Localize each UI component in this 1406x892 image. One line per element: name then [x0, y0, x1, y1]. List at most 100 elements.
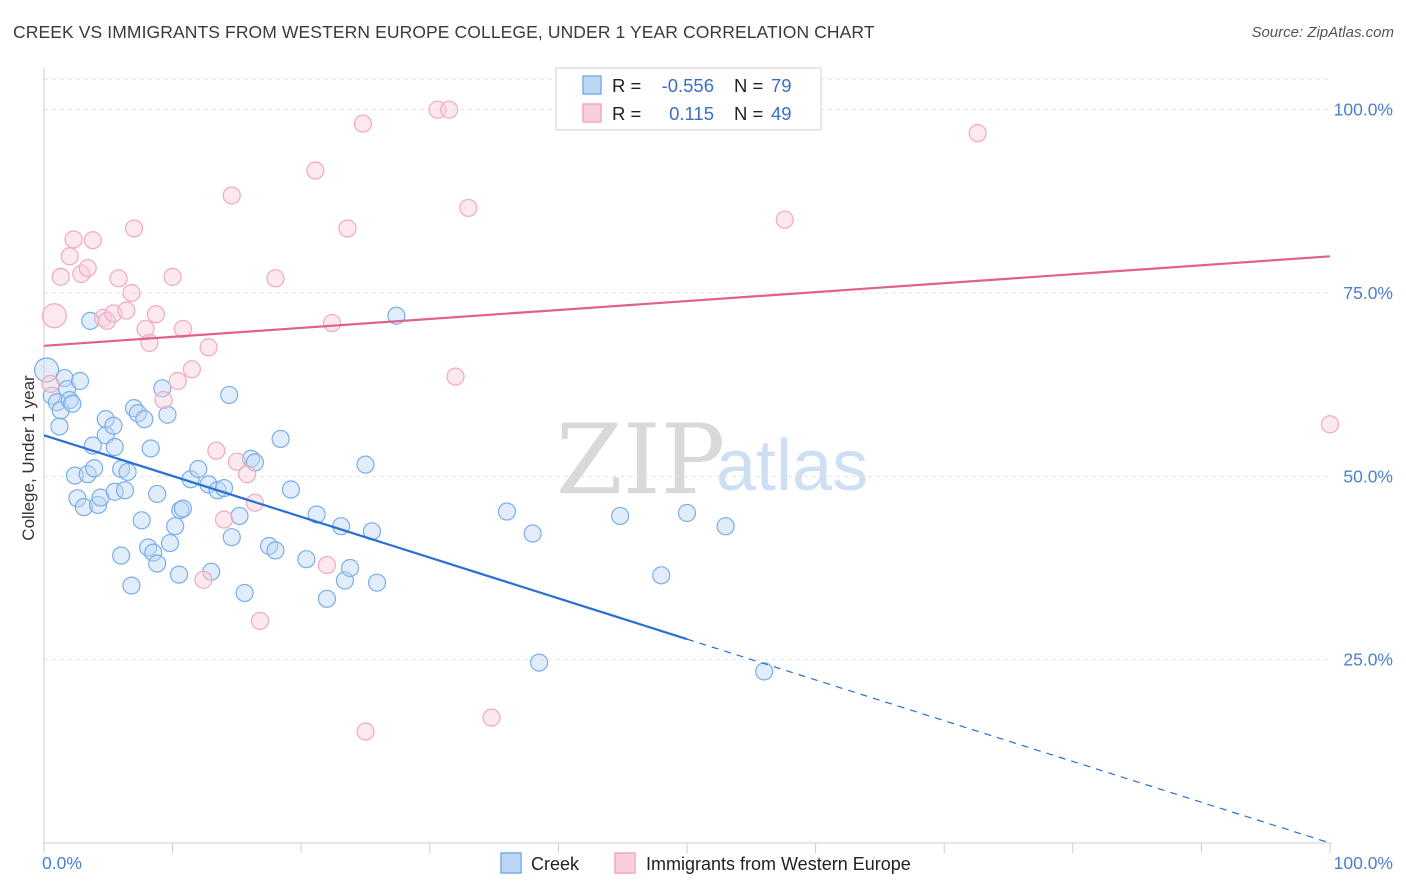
western-europe-point [356, 722, 375, 741]
western-europe-point [168, 371, 187, 391]
western-europe-point [1320, 415, 1340, 434]
creek-point [166, 517, 185, 536]
creek-point [148, 484, 167, 504]
western-europe-point [60, 247, 79, 266]
western-europe-point [446, 367, 465, 386]
western-europe-trend-line [43, 255, 1331, 347]
creek-point [340, 558, 360, 578]
y-axis-title: College, Under 1 year [19, 375, 38, 541]
watermark-atlas: atlas [716, 426, 868, 506]
western-europe-point [214, 510, 234, 529]
chart-source: Source: ZipAtlas.com [1251, 24, 1394, 41]
creek-point [611, 506, 630, 526]
western-europe-point [173, 319, 192, 339]
legend-top: R = -0.556 N = 79 R = 0.115 N = 49 [555, 67, 822, 131]
creek-point [220, 385, 239, 405]
series-western-europe-points [41, 100, 1340, 741]
western-europe-point [154, 390, 173, 410]
creek-point [214, 478, 234, 498]
creek-point [173, 499, 192, 518]
creek-point [266, 541, 285, 560]
creek-point [141, 439, 160, 458]
legend-swatch-western-europe [582, 103, 602, 123]
western-europe-point [238, 465, 257, 484]
western-europe-point [482, 708, 501, 727]
western-europe-point [41, 374, 60, 394]
y-tick-labels: 25.0% 50.0% 75.0% 100.0% [1334, 100, 1393, 670]
y-tick-label: 50.0% [1343, 466, 1393, 486]
legend-n-label-creek: N = [734, 75, 763, 96]
western-europe-point [222, 186, 241, 205]
y-tick-label: 100.0% [1334, 100, 1393, 120]
x-tick-label: 100.0% [1334, 853, 1393, 873]
creek-point [189, 459, 208, 479]
western-europe-point [317, 555, 337, 575]
creek-point [235, 583, 254, 603]
western-europe-point [207, 441, 226, 460]
creek-point [222, 528, 241, 547]
creek-point [367, 573, 387, 592]
creek-point [115, 481, 135, 500]
western-europe-point [109, 269, 128, 288]
western-europe-point [250, 611, 270, 630]
creek-point [530, 653, 549, 672]
western-europe-point [459, 198, 478, 218]
western-europe-point [227, 452, 246, 471]
creek-point [230, 506, 249, 526]
creek-point [356, 455, 375, 474]
creek-point [677, 503, 697, 523]
creek-point [755, 662, 774, 681]
creek-point [716, 517, 735, 536]
western-europe-point [41, 303, 67, 329]
creek-point [144, 543, 163, 562]
legend-r-value-western-europe: 0.115 [669, 103, 714, 124]
western-europe-point [775, 210, 794, 229]
western-europe-point [117, 301, 136, 320]
western-europe-point [968, 124, 987, 143]
western-europe-point [122, 283, 141, 303]
creek-point [307, 505, 326, 524]
western-europe-point [266, 269, 285, 288]
trend-lines [43, 255, 1331, 844]
legend-bottom-swatch-western-europe [614, 852, 636, 874]
x-tick-label: 0.0% [42, 853, 82, 873]
creek-point [85, 459, 104, 478]
western-europe-point [51, 267, 70, 286]
creek-trend-line [43, 434, 688, 641]
western-europe-point [124, 219, 144, 238]
western-europe-point [163, 267, 182, 286]
creek-point [317, 589, 337, 608]
legend-n-label-western-europe: N = [734, 103, 763, 124]
creek-point [297, 550, 316, 569]
creek-point [135, 410, 154, 429]
legend-bottom: Creek Immigrants from Western Europe [500, 852, 911, 874]
legend-swatch-creek [582, 75, 602, 95]
western-europe-point [78, 258, 97, 278]
legend-bottom-label-western-europe: Immigrants from Western Europe [646, 854, 911, 874]
creek-point [148, 554, 167, 573]
western-europe-point [353, 114, 373, 133]
creek-point [51, 401, 70, 420]
chart-title: CREEK VS IMMIGRANTS FROM WESTERN EUROPE … [13, 22, 875, 42]
creek-point [88, 495, 108, 515]
creek-point [50, 417, 69, 436]
legend-bottom-swatch-creek [500, 852, 522, 874]
creek-point [122, 576, 141, 595]
axes [43, 68, 1332, 853]
creek-point [523, 524, 542, 543]
western-europe-point [194, 570, 213, 589]
y-tick-label: 25.0% [1343, 650, 1393, 670]
western-europe-point [338, 219, 357, 238]
western-europe-point [199, 338, 218, 357]
creek-point [104, 416, 123, 435]
western-europe-point [439, 100, 459, 119]
western-europe-point [182, 360, 201, 379]
creek-point [497, 502, 517, 521]
legend-n-value-creek: 79 [771, 75, 792, 96]
creek-point [271, 429, 290, 449]
creek-point [70, 371, 90, 391]
western-europe-point [322, 313, 342, 333]
western-europe-point [83, 231, 102, 250]
creek-trend-extension [686, 638, 1331, 844]
